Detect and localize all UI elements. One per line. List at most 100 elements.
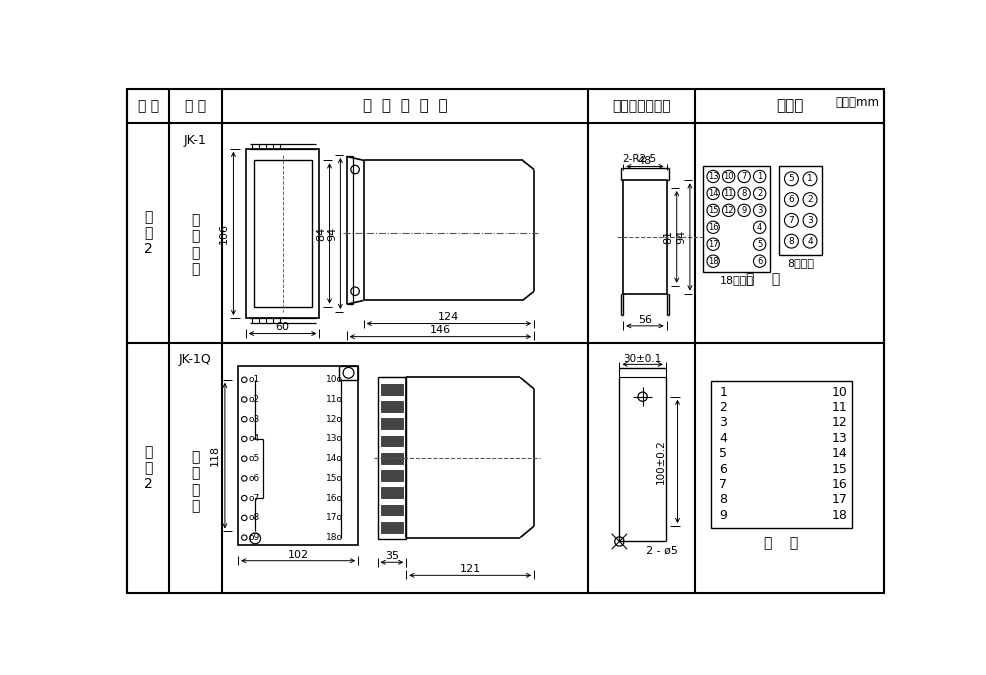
Bar xyxy=(622,180,666,294)
Text: 124: 124 xyxy=(438,313,459,323)
Text: 10: 10 xyxy=(723,172,734,181)
Bar xyxy=(381,487,402,498)
Text: 背    视: 背 视 xyxy=(744,273,779,287)
Text: 10o: 10o xyxy=(325,375,342,384)
Text: o6: o6 xyxy=(248,474,260,483)
Bar xyxy=(381,418,402,429)
Bar xyxy=(238,366,358,545)
Text: 5: 5 xyxy=(788,174,794,184)
Text: 2: 2 xyxy=(807,195,812,204)
Text: 102: 102 xyxy=(287,549,309,560)
Text: 7: 7 xyxy=(788,216,794,225)
Text: JK-1: JK-1 xyxy=(183,134,207,146)
Text: o4: o4 xyxy=(248,435,259,443)
Text: 4: 4 xyxy=(756,223,761,232)
Text: 3: 3 xyxy=(756,206,761,215)
Text: 安装开孔尺寸图: 安装开孔尺寸图 xyxy=(611,99,670,113)
Text: 4: 4 xyxy=(719,432,727,445)
Text: o9: o9 xyxy=(248,533,260,542)
Text: 18点端子: 18点端子 xyxy=(719,275,752,285)
Text: 17o: 17o xyxy=(325,514,342,522)
Bar xyxy=(778,165,821,255)
Text: o8: o8 xyxy=(248,514,260,522)
Text: 11: 11 xyxy=(723,189,734,198)
Text: 7: 7 xyxy=(740,172,746,181)
Text: 30±0.1: 30±0.1 xyxy=(623,354,661,364)
Text: 1: 1 xyxy=(807,174,812,184)
Text: 48: 48 xyxy=(637,156,652,166)
Text: 3: 3 xyxy=(719,416,727,429)
Text: 14o: 14o xyxy=(325,454,342,463)
Text: 10: 10 xyxy=(830,385,847,398)
Text: 单位：mm: 单位：mm xyxy=(834,97,879,109)
Text: 端子图: 端子图 xyxy=(775,99,803,113)
Text: 121: 121 xyxy=(459,564,480,574)
Text: 81: 81 xyxy=(663,230,672,244)
Text: 外  形  尺  寸  图: 外 形 尺 寸 图 xyxy=(363,99,447,113)
Text: 8点端子: 8点端子 xyxy=(787,258,813,268)
Text: 15: 15 xyxy=(707,206,718,215)
Text: 17: 17 xyxy=(707,240,718,249)
Text: 结 构: 结 构 xyxy=(184,99,206,113)
Bar xyxy=(246,148,319,318)
Text: 9: 9 xyxy=(719,509,727,522)
Text: 附
图
2: 附 图 2 xyxy=(144,445,153,491)
Text: 16: 16 xyxy=(831,478,847,491)
Text: 附
图
2: 附 图 2 xyxy=(144,210,153,256)
Text: 正    视: 正 视 xyxy=(763,536,798,550)
Text: 35: 35 xyxy=(385,551,398,561)
Text: 18: 18 xyxy=(830,509,847,522)
Text: 100±0.2: 100±0.2 xyxy=(655,439,665,484)
Text: 16o: 16o xyxy=(325,493,342,503)
Text: 12: 12 xyxy=(723,206,734,215)
Text: o5: o5 xyxy=(248,454,260,463)
Text: 2: 2 xyxy=(756,189,761,198)
Text: 12o: 12o xyxy=(325,414,342,424)
Text: 9: 9 xyxy=(740,206,746,215)
Text: o1: o1 xyxy=(248,375,260,384)
Text: 图 号: 图 号 xyxy=(137,99,159,113)
Text: JK-1Q: JK-1Q xyxy=(178,353,212,367)
Text: 4: 4 xyxy=(807,237,812,246)
Text: 13o: 13o xyxy=(325,435,342,443)
Bar xyxy=(338,366,358,380)
Bar xyxy=(253,160,312,306)
Text: 1: 1 xyxy=(756,172,761,181)
Text: 15o: 15o xyxy=(325,474,342,483)
Bar xyxy=(381,453,402,464)
Text: o2: o2 xyxy=(248,395,259,404)
Text: 106: 106 xyxy=(218,223,228,244)
Bar xyxy=(702,165,769,272)
Text: 板
后
接
线: 板 后 接 线 xyxy=(191,213,199,276)
Text: 7: 7 xyxy=(719,478,727,491)
Text: 94: 94 xyxy=(675,230,685,244)
Text: 12: 12 xyxy=(831,416,847,429)
Text: 6: 6 xyxy=(788,195,794,204)
Text: 6: 6 xyxy=(719,462,727,476)
Text: 2: 2 xyxy=(719,401,727,414)
Text: 6: 6 xyxy=(756,256,761,266)
Bar xyxy=(381,401,402,412)
Bar xyxy=(381,505,402,516)
Text: 56: 56 xyxy=(637,315,652,325)
Text: 8: 8 xyxy=(788,237,794,246)
Text: 14: 14 xyxy=(831,447,847,460)
Bar xyxy=(381,470,402,481)
Text: 16: 16 xyxy=(707,223,718,232)
Text: o3: o3 xyxy=(248,414,260,424)
Text: 5: 5 xyxy=(756,240,761,249)
Bar xyxy=(381,522,402,533)
Text: 14: 14 xyxy=(707,189,718,198)
Text: 5: 5 xyxy=(719,447,727,460)
Text: 118: 118 xyxy=(210,445,220,466)
Text: 15: 15 xyxy=(830,462,847,476)
Text: 146: 146 xyxy=(429,325,451,335)
Text: 板
前
接
线: 板 前 接 线 xyxy=(191,450,199,513)
Text: 13: 13 xyxy=(707,172,718,181)
Bar xyxy=(381,384,402,395)
Text: 84: 84 xyxy=(316,226,325,240)
Text: 11: 11 xyxy=(831,401,847,414)
Text: 3: 3 xyxy=(807,216,812,225)
Text: o7: o7 xyxy=(248,493,260,503)
Text: 1: 1 xyxy=(719,385,727,398)
